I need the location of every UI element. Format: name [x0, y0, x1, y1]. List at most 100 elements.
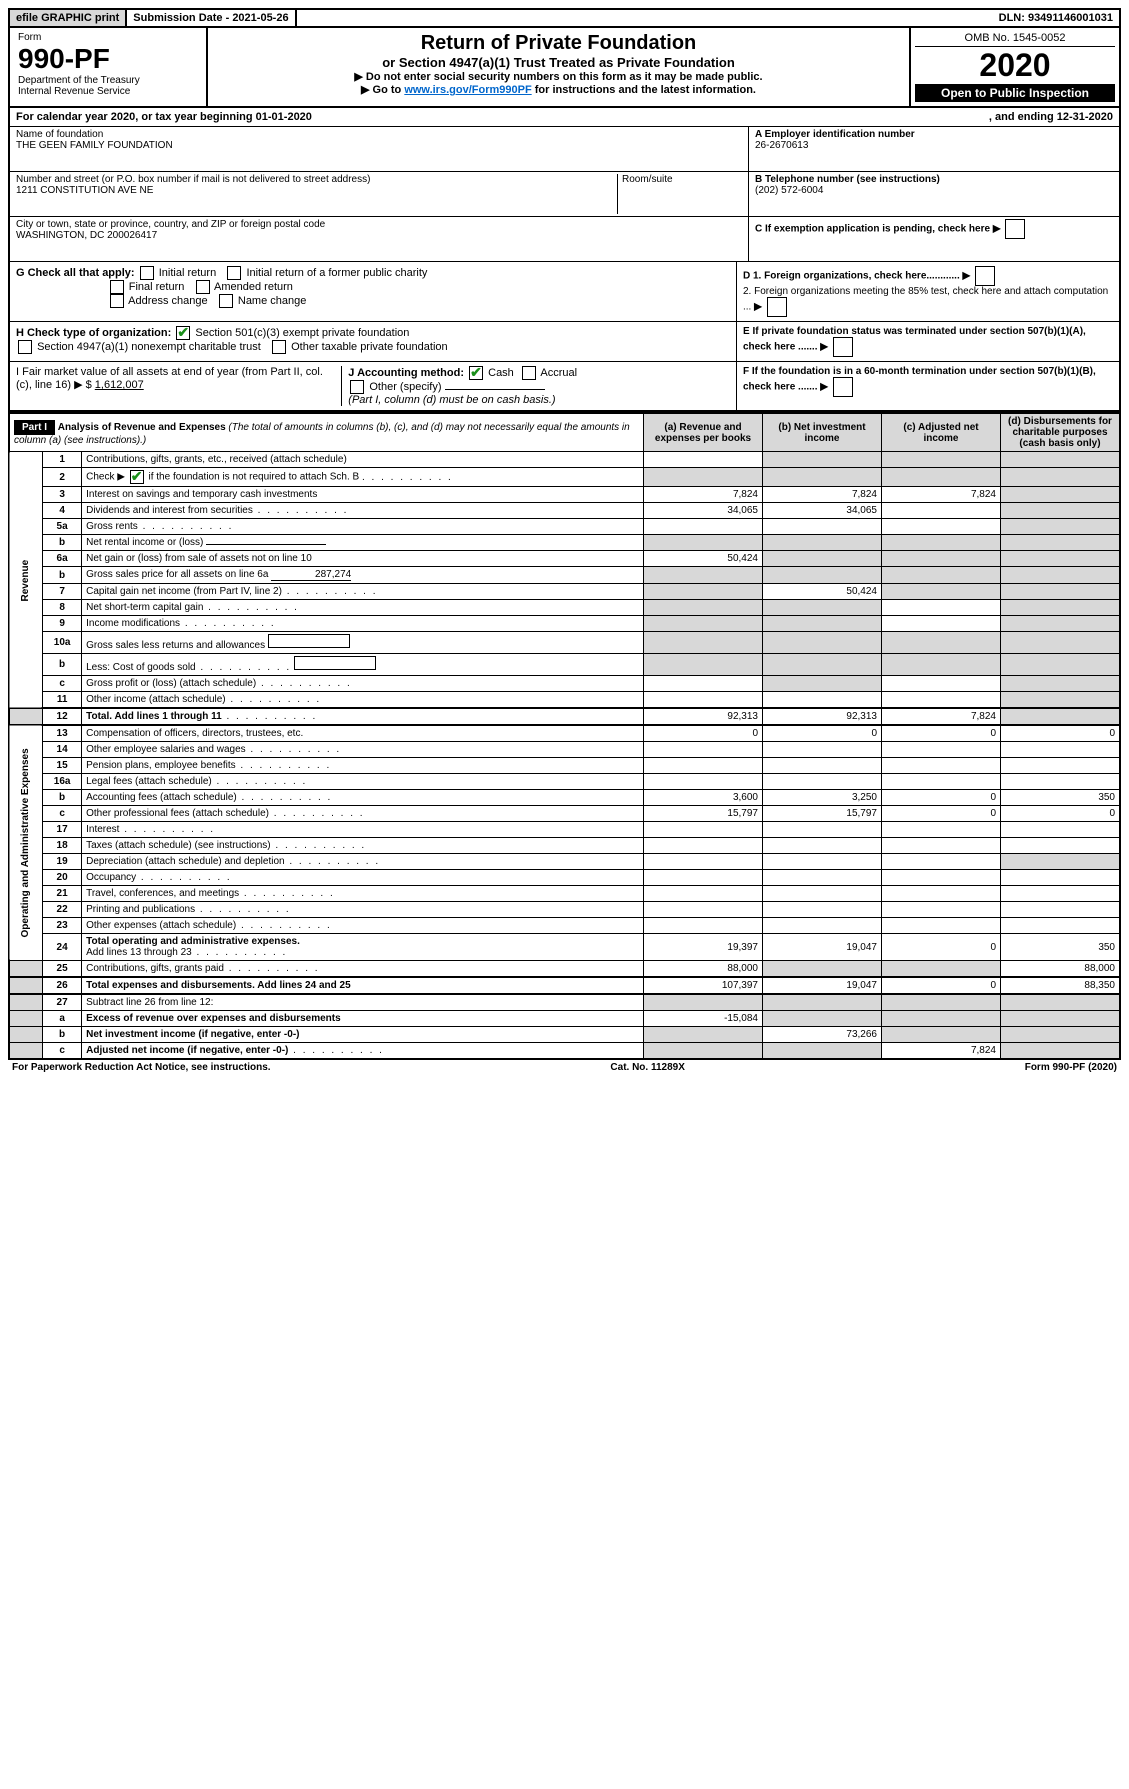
irs-link[interactable]: www.irs.gov/Form990PF	[404, 84, 531, 96]
cell-c: 7,824	[882, 1043, 1001, 1060]
cb-sch-b[interactable]	[130, 470, 144, 484]
foundation-name: THE GEEN FAMILY FOUNDATION	[16, 140, 742, 151]
footer-mid: Cat. No. 11289X	[610, 1062, 684, 1073]
c-exempt-cell: C If exemption application is pending, c…	[749, 217, 1119, 262]
row-desc: Occupancy	[82, 870, 644, 886]
row-desc: Other expenses (attach schedule)	[82, 918, 644, 934]
ein-value: 26-2670613	[755, 140, 1113, 151]
table-row: 21Travel, conferences, and meetings	[9, 886, 1120, 902]
address-label: Number and street (or P.O. box number if…	[16, 174, 617, 185]
cb-address-change[interactable]	[110, 294, 124, 308]
h-4947: Section 4947(a)(1) nonexempt charitable …	[37, 341, 261, 353]
rownum: b	[43, 790, 82, 806]
part1-table: Part I Analysis of Revenue and Expenses …	[8, 412, 1121, 1060]
rownum: b	[43, 1027, 82, 1043]
cb-501c3[interactable]	[176, 326, 190, 340]
r12d: Total. Add lines 1 through 11	[86, 711, 222, 722]
cb-f[interactable]	[833, 377, 853, 397]
rownum: c	[43, 676, 82, 692]
cell-d: 88,000	[1001, 961, 1121, 978]
cb-other-tax[interactable]	[272, 340, 286, 354]
table-row: 24 Total operating and administrative ex…	[9, 934, 1120, 961]
d1-label: D 1. Foreign organizations, check here..…	[743, 271, 960, 282]
cell-c: 7,824	[882, 708, 1001, 725]
r2-pre: Check ▶	[86, 472, 125, 483]
r5bd: Net rental income or (loss)	[86, 537, 203, 548]
cb-final[interactable]	[110, 280, 124, 294]
cell-a: 88,000	[644, 961, 763, 978]
cb-name-change[interactable]	[219, 294, 233, 308]
row-desc: Printing and publications	[82, 902, 644, 918]
cell-a: 34,065	[644, 503, 763, 519]
row-desc: Contributions, gifts, grants, etc., rece…	[82, 452, 644, 468]
cell-b: 15,797	[763, 806, 882, 822]
cb-4947[interactable]	[18, 340, 32, 354]
omb-number: OMB No. 1545-0052	[915, 32, 1115, 47]
form-title: Return of Private Foundation	[212, 32, 905, 55]
address-value: 1211 CONSTITUTION AVE NE	[16, 185, 617, 196]
rownum: a	[43, 1011, 82, 1027]
cb-accrual[interactable]	[522, 366, 536, 380]
cell-c: 0	[882, 790, 1001, 806]
instr-goto: ▶ Go to www.irs.gov/Form990PF for instru…	[212, 83, 905, 96]
r2-post: if the foundation is not required to att…	[149, 472, 360, 483]
rownum: b	[43, 535, 82, 551]
cb-d2[interactable]	[767, 297, 787, 317]
table-row: cAdjusted net income (if negative, enter…	[9, 1043, 1120, 1060]
row-desc: Net investment income (if negative, ente…	[82, 1027, 644, 1043]
phone-cell: B Telephone number (see instructions) (2…	[749, 172, 1119, 217]
r27ad: Excess of revenue over expenses and disb…	[86, 1013, 341, 1024]
table-row: Revenue 1 Contributions, gifts, grants, …	[9, 452, 1120, 468]
cb-initial-former[interactable]	[227, 266, 241, 280]
table-row: b Net rental income or (loss)	[9, 535, 1120, 551]
instr-ssn: ▶ Do not enter social security numbers o…	[212, 70, 905, 83]
cell-a: 107,397	[644, 977, 763, 994]
cell-a: -15,084	[644, 1011, 763, 1027]
cb-e[interactable]	[833, 337, 853, 357]
cell-a: 3,600	[644, 790, 763, 806]
d2-label: 2. Foreign organizations meeting the 85%…	[743, 286, 1108, 313]
cell-d: 350	[1001, 934, 1121, 961]
table-row: 4 Dividends and interest from securities…	[9, 503, 1120, 519]
cell-a: 7,824	[644, 487, 763, 503]
table-row: 3 Interest on savings and temporary cash…	[9, 487, 1120, 503]
cb-cash[interactable]	[469, 366, 483, 380]
cb-other-method[interactable]	[350, 380, 364, 394]
row-desc: Accounting fees (attach schedule)	[82, 790, 644, 806]
rownum: 25	[43, 961, 82, 978]
r4d: Dividends and interest from securities	[86, 505, 253, 516]
r23d: Other expenses (attach schedule)	[86, 920, 236, 931]
row-desc: Travel, conferences, and meetings	[82, 886, 644, 902]
row-desc: Less: Cost of goods sold	[82, 654, 644, 676]
row-desc: Other professional fees (attach schedule…	[82, 806, 644, 822]
table-row: 20Occupancy	[9, 870, 1120, 886]
cb-initial[interactable]	[140, 266, 154, 280]
r20d: Occupancy	[86, 872, 136, 883]
cell-c: 0	[882, 977, 1001, 994]
rownum: 5a	[43, 519, 82, 535]
revenue-section-label: Revenue	[9, 452, 43, 709]
g-final: Final return	[129, 281, 185, 293]
rownum: 14	[43, 742, 82, 758]
row-desc: Gross rents	[82, 519, 644, 535]
table-row: 2 Check ▶ if the foundation is not requi…	[9, 468, 1120, 487]
cb-d1[interactable]	[975, 266, 995, 286]
row-desc: Compensation of officers, directors, tru…	[82, 725, 644, 742]
city-cell: City or town, state or province, country…	[10, 217, 748, 262]
cb-amended[interactable]	[196, 280, 210, 294]
j-label: J Accounting method:	[348, 367, 464, 379]
row-desc: Total operating and administrative expen…	[82, 934, 644, 961]
j-accrual: Accrual	[540, 367, 577, 379]
topbar: efile GRAPHIC print Submission Date - 20…	[8, 8, 1121, 28]
rownum: 2	[43, 468, 82, 487]
efile-print-btn[interactable]: efile GRAPHIC print	[10, 10, 127, 26]
row-desc: Total expenses and disbursements. Add li…	[82, 977, 644, 994]
open-to-public: Open to Public Inspection	[915, 84, 1115, 102]
h-label: H Check type of organization:	[16, 327, 171, 339]
rownum: 26	[43, 977, 82, 994]
table-row: 10a Gross sales less returns and allowan…	[9, 632, 1120, 654]
h-other: Other taxable private foundation	[291, 341, 448, 353]
row-desc: Other income (attach schedule)	[82, 692, 644, 709]
cell-c: 0	[882, 806, 1001, 822]
c-exempt-checkbox[interactable]	[1005, 219, 1025, 239]
